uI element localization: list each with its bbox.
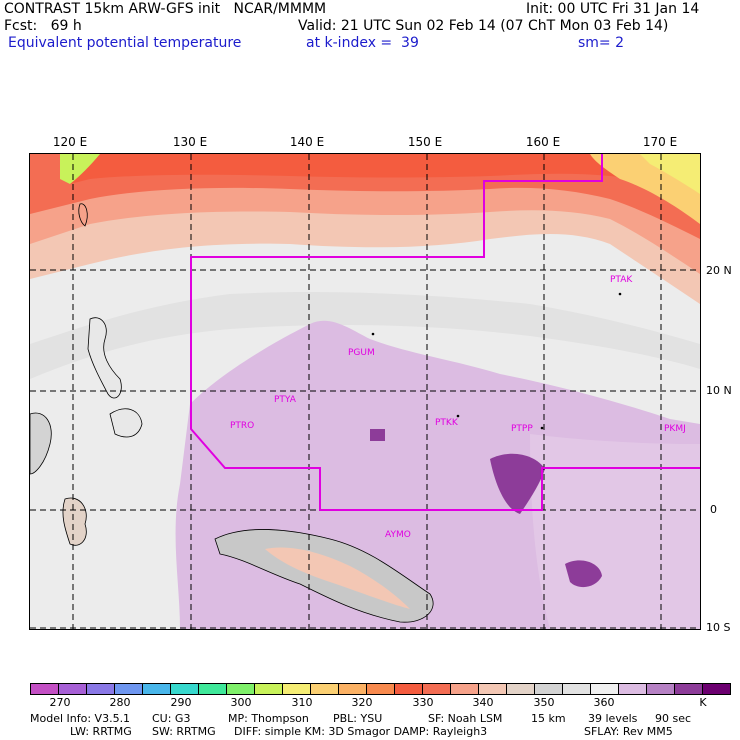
colorbar-swatch (254, 683, 283, 695)
footer-pbl: PBL: YSU (333, 712, 383, 725)
footer-cu: CU: G3 (152, 712, 191, 725)
lon-label-120: 120 E (52, 135, 88, 149)
colorbar-swatch (58, 683, 87, 695)
footer-sw: SW: RRTMG (152, 725, 216, 738)
lon-label-150: 150 E (407, 135, 443, 149)
station-label: PTKK (435, 418, 459, 428)
colorbar-swatch (618, 683, 647, 695)
colorbar-swatch (310, 683, 339, 695)
colorbar-swatch (394, 683, 423, 695)
level-index: at k-index = 39 (306, 35, 419, 51)
lat-label-10n: 10 N (706, 384, 732, 397)
lon-label-140: 140 E (289, 135, 325, 149)
lat-label-10s: 10 S (706, 621, 731, 634)
colorbar-swatch (30, 683, 59, 695)
colorbar-swatch (478, 683, 507, 695)
lon-label-160: 160 E (525, 135, 561, 149)
colorbar-swatch (226, 683, 255, 695)
colorbar-label: 300 (230, 696, 252, 709)
station-label: AYMO (385, 530, 411, 540)
lat-label-equator: 0 (710, 503, 717, 516)
station-label: PTRO (230, 421, 254, 431)
colorbar-swatch (114, 683, 143, 695)
colorbar-swatch (170, 683, 199, 695)
colorbar-swatch (534, 683, 563, 695)
map-canvas: PTAK PGUM PTYA PTRO PTKK PTPP PKMJ AYMO (30, 154, 700, 629)
colorbar-swatch (702, 683, 731, 695)
footer-model-info: Model Info: V3.5.1 (30, 712, 131, 725)
colorbar-label: 330 (412, 696, 434, 709)
init-time: Init: 00 UTC Fri 31 Jan 14 (526, 1, 700, 17)
lon-label-170: 170 E (642, 135, 678, 149)
colorbar-label: 290 (170, 696, 192, 709)
station-label: PTYA (274, 395, 297, 405)
station-label: PTAK (610, 275, 633, 285)
colorbar-label: 310 (291, 696, 313, 709)
model-title: CONTRAST 15km ARW-GFS init NCAR/MMMM (4, 1, 327, 17)
smoothing: sm= 2 (578, 35, 625, 51)
colorbar-label: 280 (109, 696, 131, 709)
colorbar-label: 360 (593, 696, 615, 709)
colorbar-swatch (142, 683, 171, 695)
colorbar-swatch (422, 683, 451, 695)
colorbar-swatch (282, 683, 311, 695)
footer-sflay: SFLAY: Rev MM5 (584, 725, 673, 738)
colorbar-label: 350 (533, 696, 555, 709)
valid-time: Valid: 21 UTC Sun 02 Feb 14 (07 ChT Mon … (298, 18, 669, 34)
theta-e-map: PTAK PGUM PTYA PTRO PTKK PTPP PKMJ AYMO (29, 153, 701, 630)
colorbar-unit: K (699, 696, 707, 709)
field-name: Equivalent potential temperature (8, 35, 242, 51)
colorbar-swatch (198, 683, 227, 695)
lat-label-20n: 20 N (706, 264, 732, 277)
footer-diff: DIFF: simple KM: 3D Smagor DAMP: Rayleig… (234, 725, 488, 738)
colorbar-swatch (562, 683, 591, 695)
colorbar-swatch (338, 683, 367, 695)
colorbar-swatch (646, 683, 675, 695)
lon-label-130: 130 E (172, 135, 208, 149)
colorbar-label: 320 (351, 696, 373, 709)
colorbar-label: 340 (472, 696, 494, 709)
colorbar-label: 270 (49, 696, 71, 709)
footer-timestep: 90 sec (655, 712, 692, 725)
footer-levels: 39 levels (588, 712, 638, 725)
colorbar-swatch (590, 683, 619, 695)
colorbar-swatch (674, 683, 703, 695)
footer-sf: SF: Noah LSM (428, 712, 503, 725)
footer-res: 15 km (531, 712, 566, 725)
footer-lw: LW: RRTMG (70, 725, 132, 738)
colorbar-swatch (366, 683, 395, 695)
station-label: PTPP (511, 424, 533, 434)
colorbar-swatch (506, 683, 535, 695)
colorbar-swatch (450, 683, 479, 695)
forecast-hour: Fcst: 69 h (4, 18, 82, 34)
station-label: PGUM (348, 348, 375, 358)
station-label: PKMJ (664, 424, 686, 434)
colorbar-swatch (86, 683, 115, 695)
footer-mp: MP: Thompson (228, 712, 309, 725)
